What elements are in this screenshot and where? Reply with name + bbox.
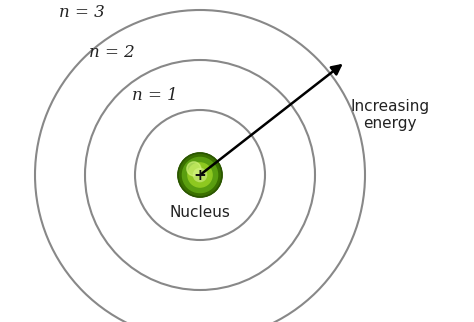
Circle shape: [193, 168, 207, 182]
Circle shape: [182, 157, 218, 193]
Text: n = 1: n = 1: [132, 87, 178, 103]
Text: Increasing
energy: Increasing energy: [350, 99, 429, 131]
Text: +: +: [193, 167, 206, 183]
Text: Nucleus: Nucleus: [170, 205, 230, 220]
Circle shape: [188, 163, 212, 187]
Text: n = 2: n = 2: [89, 43, 135, 61]
Circle shape: [178, 153, 222, 197]
Circle shape: [187, 162, 201, 176]
Text: n = 3: n = 3: [59, 4, 105, 21]
